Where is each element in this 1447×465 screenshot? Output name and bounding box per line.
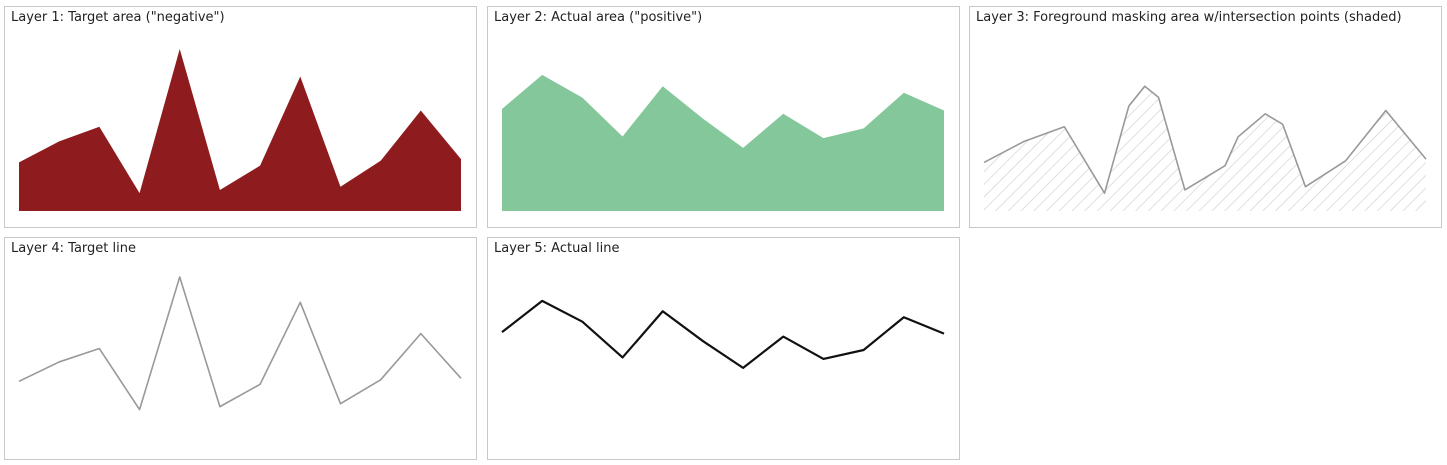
panel-target-area: Layer 1: Target area ("negative"): [4, 6, 477, 228]
target-line-series: [18, 276, 462, 411]
panel-title: Layer 3: Foreground masking area w/inter…: [976, 10, 1402, 25]
panel-title: Layer 1: Target area ("negative"): [11, 10, 225, 25]
actual-area-series: [502, 74, 944, 211]
chart-target-line: [18, 276, 462, 411]
chart-actual-line: [501, 299, 945, 369]
panel-actual-line: Layer 5: Actual line: [487, 237, 960, 460]
masking-area-fill: [984, 86, 1426, 211]
target-area-series: [19, 49, 461, 211]
actual-line-series: [501, 299, 945, 369]
panel-title: Layer 2: Actual area ("positive"): [494, 10, 703, 25]
panel-target-line: Layer 4: Target line: [4, 237, 477, 460]
masking-area-outline: [983, 85, 1427, 194]
panel-actual-area: Layer 2: Actual area ("positive"): [487, 6, 960, 228]
chart-masking-area: [983, 85, 1427, 211]
panel-title: Layer 4: Target line: [11, 241, 136, 256]
panel-masking-area: Layer 3: Foreground masking area w/inter…: [969, 6, 1442, 228]
panel-title: Layer 5: Actual line: [494, 241, 620, 256]
chart-actual-area: [502, 74, 944, 211]
chart-target-area: [19, 49, 461, 211]
